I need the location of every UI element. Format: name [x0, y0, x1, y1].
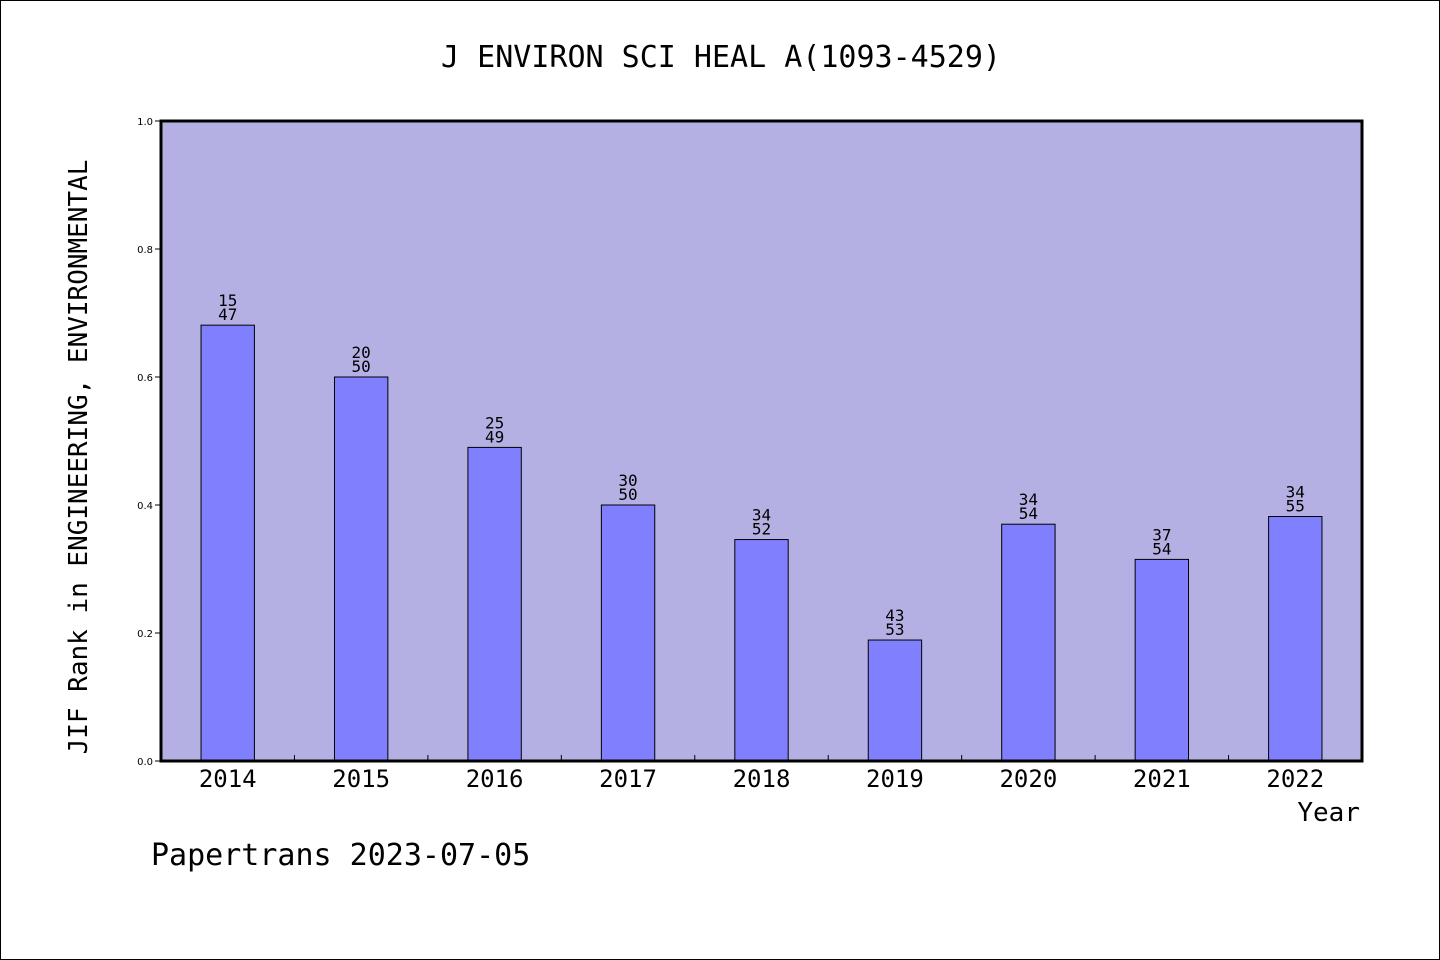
x-tick-label: 2020: [999, 765, 1057, 793]
y-axis: 0.0 0.2 0.4 0.6 0.8 1.0: [137, 117, 161, 768]
y-tick-label: 0.6: [137, 373, 153, 384]
bar-series: [200, 324, 1323, 762]
y-tick-label: 0.4: [137, 501, 153, 512]
x-tick-label: 2016: [466, 765, 524, 793]
footer-source-date: Papertrans 2023-07-05: [151, 838, 530, 873]
bar-2020: [1001, 523, 1056, 762]
y-tick-label: 0.8: [137, 245, 153, 256]
x-tick-label: 2019: [866, 765, 924, 793]
chart-title: J ENVIRON SCI HEAL A(1093-4529): [441, 40, 1001, 75]
data-label-rank: 43: [885, 606, 904, 625]
x-tick-label: 2015: [332, 765, 390, 793]
bar-2021: [1134, 558, 1190, 762]
y-tick-label: 0.0: [137, 757, 153, 768]
x-axis-title: Year: [1297, 798, 1360, 828]
data-label-total: 53: [885, 620, 904, 639]
data-label-rank: 34: [752, 506, 771, 525]
data-label-total: 50: [352, 357, 371, 376]
bar-2014: [200, 324, 255, 762]
bar-2015: [333, 376, 389, 762]
x-tick-label: 2022: [1266, 765, 1324, 793]
y-tick-label: 1.0: [137, 117, 153, 128]
data-label-rank: 25: [485, 413, 504, 432]
data-label-total: 49: [485, 427, 504, 446]
data-label-total: 47: [218, 305, 237, 324]
bar-2018: [734, 539, 789, 762]
y-axis-title: JIF Rank in ENGINEERING, ENVIRONMENTAL: [64, 160, 94, 755]
data-label-total: 54: [1152, 539, 1171, 558]
x-axis: 2014 2015 2016 2017 2018 2019 2020 2021 2022: [199, 755, 1324, 793]
data-label-rank: 37: [1152, 525, 1171, 544]
x-tick-label: 2021: [1133, 765, 1191, 793]
data-label-rank: 15: [218, 291, 237, 310]
bar-2019: [867, 639, 923, 762]
bar-2016: [467, 446, 522, 762]
x-tick-label: 2017: [599, 765, 657, 793]
data-label-total: 54: [1019, 504, 1038, 523]
bar-2022: [1268, 516, 1323, 762]
plot-border: [159, 119, 1364, 763]
y-tick-label: 0.2: [137, 629, 153, 640]
data-label-total: 55: [1286, 497, 1305, 516]
data-label-total: 52: [752, 520, 771, 539]
data-label-rank: 34: [1019, 490, 1038, 509]
x-tick-label: 2014: [199, 765, 257, 793]
data-label-rank: 30: [618, 471, 637, 490]
data-label-rank: 34: [1286, 483, 1305, 502]
data-label-total: 50: [618, 485, 637, 504]
bar-2017: [600, 504, 656, 762]
data-label-rank: 20: [352, 343, 371, 362]
x-tick-label: 2018: [733, 765, 791, 793]
